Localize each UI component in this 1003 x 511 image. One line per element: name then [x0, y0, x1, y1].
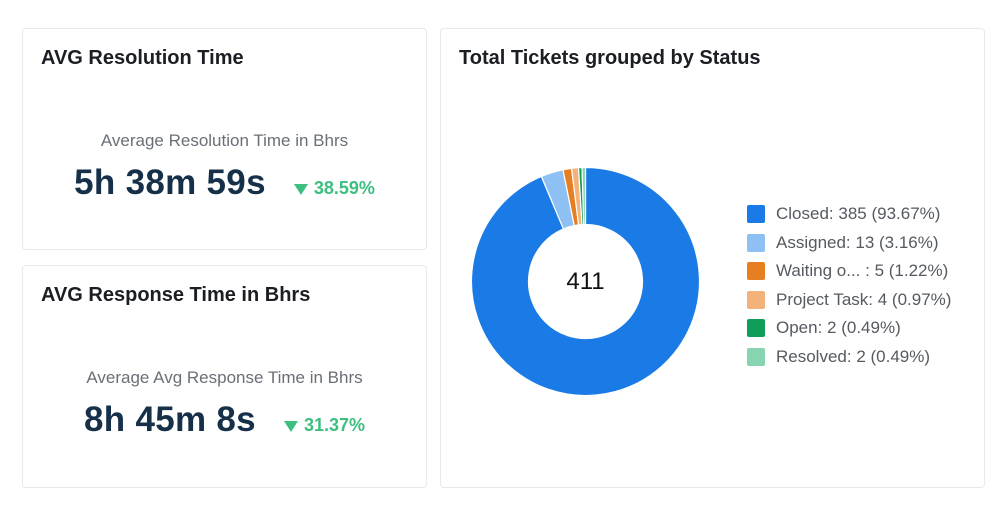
legend-item[interactable]: Resolved: 2 (0.49%)	[747, 343, 951, 372]
kpi-card-response: AVG Response Time in Bhrs Average Avg Re…	[22, 265, 427, 488]
legend-item[interactable]: Open: 2 (0.49%)	[747, 314, 951, 343]
donut-svg	[470, 166, 701, 397]
trend-down-icon	[293, 184, 308, 195]
chart-title: Total Tickets grouped by Status	[459, 47, 761, 69]
kpi-subtitle: Average Avg Response Time in Bhrs	[86, 368, 363, 387]
kpi-card-resolution: AVG Resolution Time Average Resolution T…	[22, 28, 427, 250]
donut-slice-resolved[interactable]	[581, 166, 587, 226]
legend-item[interactable]: Closed: 385 (93.67%)	[747, 200, 951, 229]
chart-legend: Closed: 385 (93.67%) Assigned: 13 (3.16%)…	[747, 200, 951, 371]
legend-swatch	[747, 347, 765, 366]
kpi-value: 5h 38m 59s	[74, 163, 266, 202]
legend-item[interactable]: Waiting o... : 5 (1.22%)	[747, 257, 951, 286]
kpi-change: 38.59%	[293, 178, 375, 199]
kpi-title: AVG Resolution Time	[41, 47, 244, 69]
legend-swatch	[747, 233, 765, 252]
kpi-change-value: 31.37%	[303, 415, 366, 435]
donut-total: 411	[566, 267, 605, 295]
legend-item[interactable]: Project Task: 4 (0.97%)	[747, 286, 951, 315]
legend-swatch	[747, 319, 765, 338]
legend-label: Project Task: 4 (0.97%)	[776, 289, 952, 309]
legend-label: Resolved: 2 (0.49%)	[776, 346, 931, 366]
status-chart-card: Total Tickets grouped by Status 411 Clos…	[440, 28, 985, 488]
kpi-value-row: 8h 45m 8s 31.37%	[23, 400, 426, 440]
legend-label: Waiting o... : 5 (1.22%)	[776, 261, 949, 281]
legend-swatch	[747, 205, 765, 224]
kpi-value-row: 5h 38m 59s 38.59%	[23, 163, 426, 203]
donut-chart: 411	[470, 166, 701, 397]
legend-swatch	[747, 262, 765, 281]
legend-label: Open: 2 (0.49%)	[776, 318, 901, 338]
kpi-value: 8h 45m 8s	[83, 400, 256, 439]
kpi-subtitle: Average Resolution Time in Bhrs	[100, 131, 349, 150]
donut-slice-closed[interactable]	[470, 166, 701, 397]
kpi-change-value: 38.59%	[313, 178, 375, 198]
legend-swatch	[747, 290, 765, 309]
trend-down-icon	[283, 421, 298, 432]
legend-label: Closed: 385 (93.67%)	[776, 204, 941, 224]
kpi-change: 31.37%	[283, 415, 366, 436]
legend-item[interactable]: Assigned: 13 (3.16%)	[747, 229, 951, 258]
legend-label: Assigned: 13 (3.16%)	[776, 232, 939, 252]
kpi-title: AVG Response Time in Bhrs	[41, 284, 311, 306]
